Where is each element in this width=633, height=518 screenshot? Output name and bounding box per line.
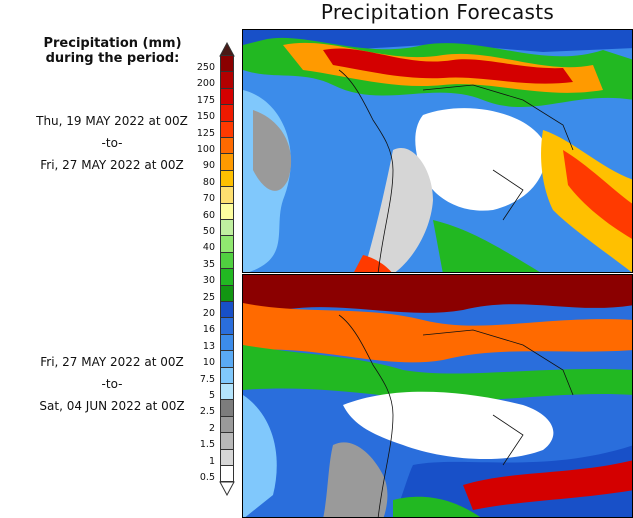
colorbar-cell (220, 202, 234, 220)
period-1-start: Thu, 19 MAY 2022 at 00Z (36, 114, 188, 128)
colorbar-tick-label: 25 (202, 291, 215, 303)
colorbar-tick-label: 80 (202, 176, 215, 188)
colorbar-cell (220, 153, 234, 171)
colorbar-cell (220, 120, 234, 138)
colorbar-tick-label: 1.5 (199, 439, 215, 451)
colorbar-tick-label: 2.5 (199, 406, 215, 418)
colorbar-tick-label: 7.5 (199, 373, 215, 385)
colorbar-cell (220, 333, 234, 352)
rain-band-darkred-north (243, 275, 632, 313)
colorbar-cell (220, 448, 234, 466)
colorbar-tick-label: 10 (202, 357, 215, 369)
colorbar-cell (220, 366, 234, 384)
colorbar-cell (220, 415, 234, 434)
colorbar-cell (220, 186, 234, 204)
colorbar-cell (220, 251, 234, 270)
colorbar-tick-label: 50 (202, 226, 215, 237)
colorbar-cell (220, 104, 234, 122)
period-2-label: Fri, 27 MAY 2022 at 00Z -to- Sat, 04 JUN… (22, 351, 202, 417)
andes-dry (323, 442, 388, 517)
pacific-dry-zone (253, 110, 292, 191)
colorbar-cell (220, 317, 234, 335)
colorbar-cell (220, 71, 234, 89)
colorbar-cell (220, 432, 234, 450)
south-rain-green (433, 220, 540, 272)
south-rain-red (354, 255, 392, 272)
pacific-light-rain (243, 395, 277, 517)
rain-band-red-north (323, 48, 573, 84)
colorbar-tick-label: 70 (202, 193, 215, 205)
forecast-map-2-canvas (243, 275, 632, 517)
brazil-dry-core (415, 108, 546, 211)
period-2-start: Fri, 27 MAY 2022 at 00Z (40, 355, 184, 369)
colorbar-tick-label: 250 (196, 62, 215, 73)
colorbar-tick-label: 30 (202, 275, 215, 287)
legend-heading: Precipitation (mm) during the period: (20, 36, 205, 66)
forecast-map-1-canvas (243, 30, 632, 272)
period-1-label: Thu, 19 MAY 2022 at 00Z -to- Fri, 27 MAY… (22, 110, 202, 176)
colorbar-tick-label: 0.5 (199, 472, 215, 483)
period-2-end: Sat, 04 JUN 2022 at 00Z (39, 399, 185, 413)
colorbar-tick-label: 90 (202, 160, 215, 172)
colorbar-cell (220, 284, 234, 302)
atlantic-front-red (563, 150, 632, 239)
colorbar-cell (220, 87, 234, 106)
colorbar-tick-label: 16 (202, 324, 215, 336)
colorbar-tick-label: 40 (202, 242, 215, 254)
colorbar-cell (220, 399, 234, 417)
colorbar-tick-label: 2 (208, 422, 215, 434)
andes-dry (363, 148, 433, 272)
period-1-separator: -to- (101, 136, 123, 150)
colorbar-cell (220, 465, 234, 483)
colorbar-cell (220, 301, 234, 319)
colorbar-cap-bottom (219, 481, 235, 497)
colorbar-cell (220, 137, 234, 155)
country-borders (338, 314, 574, 517)
colorbar-tick-label: 1 (208, 455, 215, 467)
south-rain-green (393, 496, 481, 517)
forecast-map-1 (242, 29, 633, 273)
page-title: Precipitation Forecasts (320, 0, 555, 24)
legend-heading-line2: during the period: (45, 51, 180, 66)
colorbar-cell (220, 55, 234, 73)
colorbar-tick-label: 175 (196, 94, 215, 106)
colorbar-tick-label: 20 (202, 308, 215, 319)
rain-band-orange-north (243, 303, 632, 363)
south-atlantic-red (463, 460, 632, 510)
colorbar-tick-label: 200 (196, 78, 215, 90)
period-2-separator: -to- (101, 377, 123, 391)
legend-heading-line1: Precipitation (mm) (43, 36, 182, 51)
colorbar-tick-label: 60 (202, 209, 215, 221)
brazil-dry-core (343, 391, 554, 460)
rain-band-green-north (243, 345, 632, 402)
colorbar-tick-label: 5 (208, 390, 215, 401)
forecast-map-2 (242, 274, 633, 518)
colorbar-tick-label: 150 (196, 111, 215, 123)
colorbar-cell (220, 219, 234, 237)
colorbar-cell (220, 235, 234, 253)
colorbar-tick-label: 100 (196, 144, 215, 155)
colorbar-cell (220, 169, 234, 188)
colorbar-cell (220, 350, 234, 368)
colorbar-tick-label: 35 (202, 258, 215, 270)
colorbar-cell (220, 268, 234, 286)
colorbar-tick-label: 13 (202, 340, 215, 352)
country-borders (338, 69, 574, 272)
colorbar-tick-label: 125 (196, 127, 215, 139)
colorbar-cell (220, 383, 234, 401)
period-1-end: Fri, 27 MAY 2022 at 00Z (40, 158, 184, 172)
